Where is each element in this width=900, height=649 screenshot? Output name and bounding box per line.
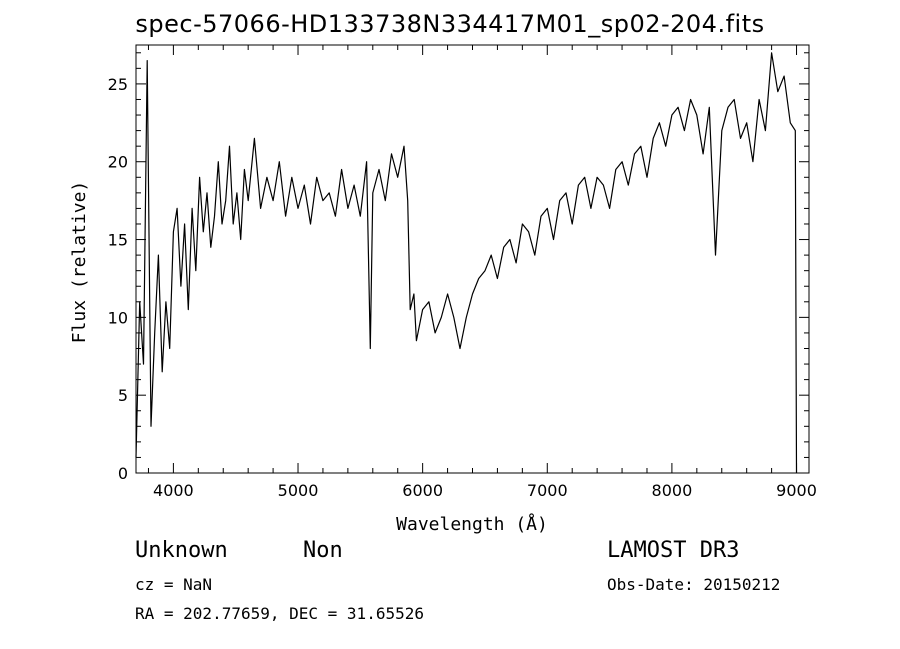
x-tick-label: 5000 [278, 481, 319, 500]
y-tick-label: 5 [118, 386, 128, 405]
chart-title: spec-57066-HD133738N334417M01_sp02-204.f… [135, 10, 765, 38]
y-tick-label: 25 [108, 75, 128, 94]
coordinates: RA = 202.77659, DEC = 31.65526 [135, 604, 424, 623]
x-tick-label: 8000 [652, 481, 693, 500]
x-tick-label: 9000 [776, 481, 817, 500]
obs-date: Obs-Date: 20150212 [607, 575, 781, 594]
redshift-text: cz = NaN [135, 575, 213, 594]
tick-labels: 4000 5000 6000 7000 8000 9000 0 5 10 15 20 25 [108, 75, 817, 500]
y-axis-label: Flux (relative) [69, 181, 90, 344]
y-tick-label: 15 [108, 231, 128, 250]
y-tick-label: 10 [108, 308, 128, 327]
axes [135, 44, 810, 474]
y-tick-label: 20 [108, 153, 128, 172]
survey-label: LAMOST DR3 [607, 538, 740, 563]
x-tick-label: 7000 [527, 481, 568, 500]
plot-frame [135, 44, 810, 474]
x-axis-label: Wavelength (Å) [396, 513, 548, 535]
x-tick-label: 4000 [153, 481, 194, 500]
object-class: Non [303, 538, 343, 563]
spectrum-line [135, 52, 798, 474]
series-layer [135, 52, 798, 474]
x-tick-label: 6000 [402, 481, 443, 500]
y-tick-label: 0 [118, 464, 128, 483]
object-type: Unknown [135, 538, 228, 563]
